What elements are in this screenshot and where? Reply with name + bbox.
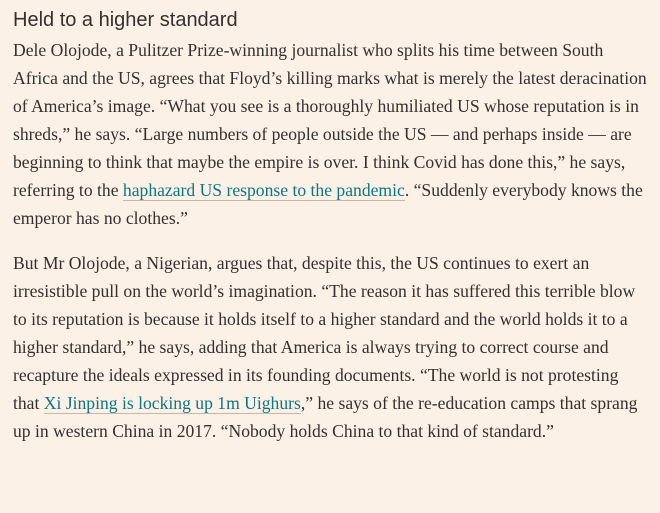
paragraph-2-text-after-link: ,” he says of the re-education camps tha… [13,393,638,441]
uighurs-link[interactable]: Xi Jinping is locking up 1m Uighurs [43,393,301,414]
paragraph-2-text-before-link: But Mr Olojode, a Nigerian, argues that,… [13,253,636,413]
paragraph-1-text-before-link: Dele Olojode, a Pulitzer Prize-winning j… [13,40,647,200]
paragraph-1: Dele Olojode, a Pulitzer Prize-winning j… [13,36,648,232]
section-heading: Held to a higher standard [13,9,238,31]
paragraph-1-text-after-link: . “Suddenly everybody knows the emperor … [13,180,643,228]
pandemic-response-link[interactable]: haphazard US response to the pandemic [122,180,405,201]
paragraph-2: But Mr Olojode, a Nigerian, argues that,… [13,249,648,445]
